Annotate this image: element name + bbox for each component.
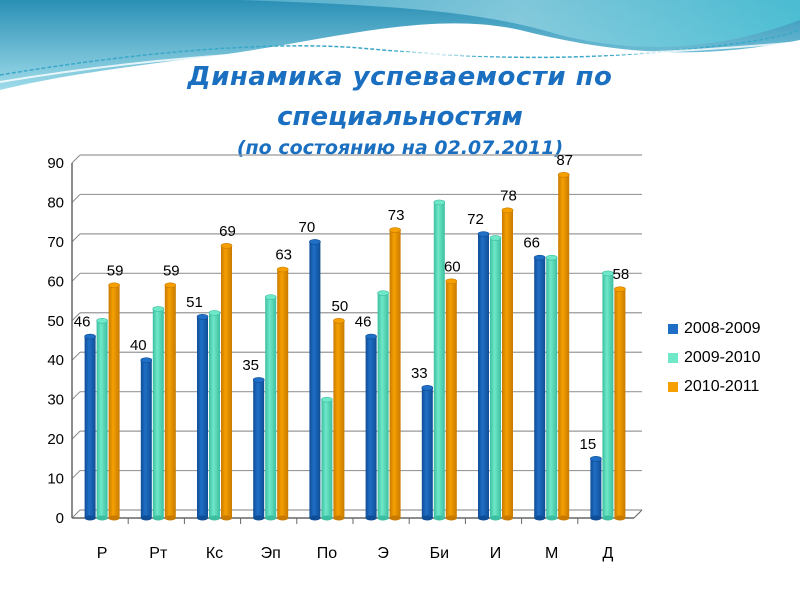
data-label: 70 bbox=[299, 219, 316, 236]
legend-label: 2009-2010 bbox=[684, 348, 761, 366]
legend-label: 2010-2011 bbox=[684, 377, 760, 395]
slide-title-line2: специальностям bbox=[277, 102, 523, 132]
data-label: 59 bbox=[163, 262, 180, 279]
y-tick-label: 50 bbox=[47, 313, 64, 330]
legend-swatch-icon bbox=[668, 381, 678, 392]
bar bbox=[333, 317, 345, 521]
chart-legend: 2008-2009 2009-2010 2010-2011 bbox=[668, 314, 761, 401]
bar bbox=[252, 377, 265, 521]
bar bbox=[321, 396, 333, 521]
data-label: 40 bbox=[130, 337, 147, 354]
legend-label: 2008-2009 bbox=[684, 319, 761, 337]
header-wave-decoration bbox=[0, 0, 800, 90]
y-tick-label: 30 bbox=[47, 392, 64, 409]
x-category-label: По bbox=[317, 545, 338, 562]
x-category-label: Э bbox=[377, 545, 389, 562]
legend-swatch-icon bbox=[668, 323, 678, 334]
legend-item-2009-2010: 2009-2010 bbox=[668, 343, 761, 372]
slide-subtitle: (по состоянию на 02.07.2011) bbox=[236, 137, 564, 159]
data-label: 60 bbox=[444, 258, 461, 275]
data-label: 69 bbox=[219, 223, 236, 240]
data-label: 50 bbox=[332, 298, 349, 315]
bar bbox=[108, 282, 120, 521]
legend-item-2008-2009: 2008-2009 bbox=[668, 314, 761, 343]
y-tick-label: 60 bbox=[47, 273, 64, 290]
data-label: 15 bbox=[580, 436, 597, 453]
bar bbox=[477, 231, 490, 521]
bar bbox=[590, 456, 602, 521]
data-label: 58 bbox=[613, 266, 630, 283]
bar bbox=[501, 207, 514, 521]
x-category-label: Рт bbox=[149, 545, 168, 562]
bar bbox=[545, 254, 558, 521]
bar bbox=[365, 333, 377, 521]
data-label: 33 bbox=[411, 365, 428, 382]
bar bbox=[220, 243, 233, 521]
data-label: 78 bbox=[500, 187, 517, 204]
bar bbox=[614, 286, 626, 521]
data-label: 59 bbox=[107, 262, 124, 279]
data-label: 73 bbox=[388, 207, 405, 224]
bar bbox=[309, 239, 321, 521]
bar bbox=[152, 306, 165, 521]
data-label: 51 bbox=[186, 294, 203, 311]
legend-item-2010-2011: 2010-2011 bbox=[668, 372, 761, 401]
bar bbox=[196, 314, 209, 521]
y-tick-label: 80 bbox=[47, 194, 64, 211]
bar bbox=[208, 310, 221, 521]
y-tick-label: 10 bbox=[47, 471, 64, 488]
bar bbox=[276, 266, 289, 521]
y-tick-label: 90 bbox=[47, 155, 64, 172]
bar bbox=[164, 282, 177, 521]
slide-title-line1: Динамика успеваемости по bbox=[187, 62, 613, 92]
bar bbox=[377, 290, 389, 521]
bar bbox=[264, 294, 277, 521]
bar bbox=[140, 357, 153, 521]
data-label: 87 bbox=[556, 152, 573, 169]
x-category-label: М bbox=[545, 545, 558, 562]
data-label: 46 bbox=[74, 314, 91, 331]
y-tick-label: 0 bbox=[56, 510, 64, 527]
bar bbox=[96, 317, 108, 521]
data-label: 46 bbox=[355, 314, 372, 331]
x-category-label: Р bbox=[97, 545, 108, 562]
bar bbox=[445, 278, 458, 521]
bar bbox=[557, 172, 570, 521]
y-tick-label: 70 bbox=[47, 234, 64, 251]
x-category-label: Эп bbox=[261, 545, 281, 562]
data-label: 35 bbox=[242, 357, 259, 374]
bar bbox=[533, 254, 546, 521]
x-category-label: Д bbox=[602, 545, 613, 562]
bar bbox=[602, 270, 614, 521]
legend-swatch-icon bbox=[668, 352, 678, 363]
x-category-label: Кс bbox=[206, 545, 223, 562]
data-label: 72 bbox=[467, 211, 484, 228]
x-category-label: Би bbox=[430, 545, 449, 562]
x-category-label: И bbox=[490, 545, 502, 562]
y-tick-label: 40 bbox=[47, 352, 64, 369]
bar bbox=[489, 235, 502, 521]
bar bbox=[433, 199, 446, 521]
data-label: 63 bbox=[275, 247, 292, 264]
y-tick-label: 20 bbox=[47, 431, 64, 448]
bar bbox=[421, 385, 434, 521]
bar bbox=[84, 333, 96, 521]
data-label: 66 bbox=[523, 235, 540, 252]
bar bbox=[389, 227, 401, 521]
